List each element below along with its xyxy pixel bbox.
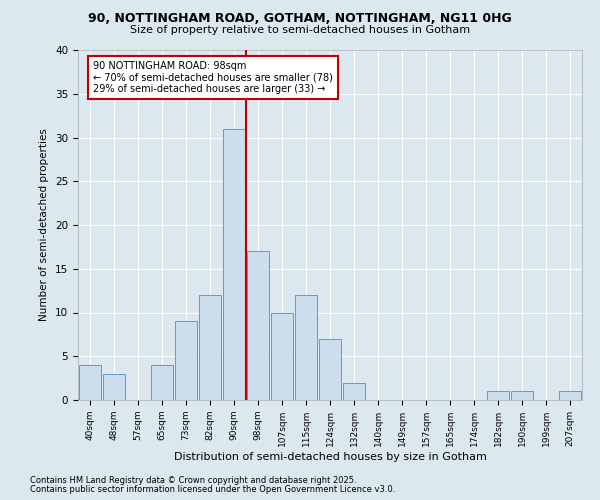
Text: 90, NOTTINGHAM ROAD, GOTHAM, NOTTINGHAM, NG11 0HG: 90, NOTTINGHAM ROAD, GOTHAM, NOTTINGHAM,… <box>88 12 512 26</box>
Bar <box>487 391 509 400</box>
Bar <box>151 365 173 400</box>
Text: Contains public sector information licensed under the Open Government Licence v3: Contains public sector information licen… <box>30 485 395 494</box>
X-axis label: Distribution of semi-detached houses by size in Gotham: Distribution of semi-detached houses by … <box>173 452 487 462</box>
Y-axis label: Number of semi-detached properties: Number of semi-detached properties <box>40 128 49 322</box>
Bar <box>559 391 581 400</box>
Bar <box>295 295 317 400</box>
Bar <box>271 312 293 400</box>
Bar <box>223 129 245 400</box>
Text: 90 NOTTINGHAM ROAD: 98sqm
← 70% of semi-detached houses are smaller (78)
29% of : 90 NOTTINGHAM ROAD: 98sqm ← 70% of semi-… <box>93 60 333 94</box>
Bar <box>247 252 269 400</box>
Bar <box>199 295 221 400</box>
Bar <box>343 382 365 400</box>
Bar <box>175 322 197 400</box>
Bar <box>511 391 533 400</box>
Text: Contains HM Land Registry data © Crown copyright and database right 2025.: Contains HM Land Registry data © Crown c… <box>30 476 356 485</box>
Bar <box>79 365 101 400</box>
Text: Size of property relative to semi-detached houses in Gotham: Size of property relative to semi-detach… <box>130 25 470 35</box>
Bar <box>103 374 125 400</box>
Bar <box>319 339 341 400</box>
